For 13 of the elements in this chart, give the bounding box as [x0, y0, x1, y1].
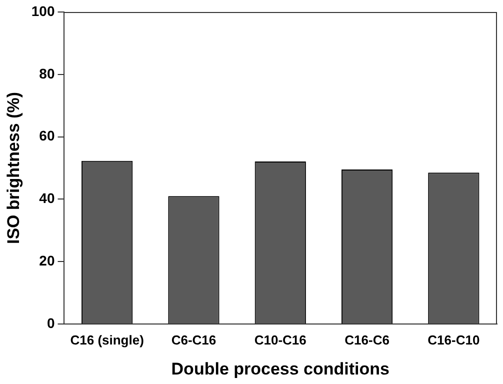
x-tick-label: C6-C16: [171, 332, 216, 348]
x-tick-label: C16-C10: [428, 332, 480, 348]
y-tick-label: 0: [46, 314, 55, 331]
y-tick-label: 20: [39, 252, 55, 268]
x-tick-label: C16-C6: [344, 332, 390, 348]
y-tick-label: 60: [39, 128, 55, 144]
x-tick-label: C10-C16: [254, 332, 306, 348]
x-axis-title: Double process conditions: [171, 359, 390, 378]
x-tick-label: C16 (single): [70, 332, 144, 348]
y-axis-title: ISO brightness (%): [4, 92, 23, 244]
y-tick-label: 40: [39, 190, 55, 206]
y-tick-label: 80: [39, 65, 55, 82]
y-tick-label: 100: [31, 2, 55, 19]
